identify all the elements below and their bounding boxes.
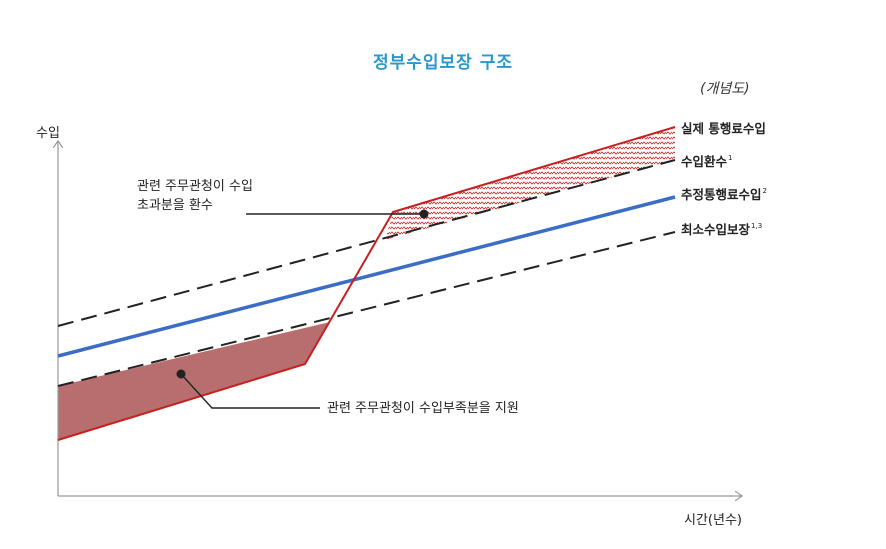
minimum-guarantee-line bbox=[57, 231, 676, 387]
estimated-revenue-label-text: 추정통행료수입 bbox=[681, 187, 762, 202]
y-axis-label: 수입 bbox=[36, 126, 60, 141]
actual-revenue-line bbox=[57, 126, 676, 441]
diagram-title: 정부수입보장 구조 bbox=[372, 53, 514, 73]
shortfall-leader-dot bbox=[176, 369, 186, 379]
shortfall-area bbox=[58, 322, 330, 440]
estimated-revenue-label: 추정통행료수입2 bbox=[681, 184, 767, 203]
estimated-revenue-line bbox=[57, 195, 676, 358]
minimum-guarantee-label-text: 최소수입보장 bbox=[681, 222, 751, 237]
estimated-footnote: 2 bbox=[762, 187, 767, 195]
excess-leader-dot bbox=[419, 209, 429, 219]
excess-hatch-area bbox=[385, 127, 675, 240]
shortfall-annotation: 관련 주무관청이 수입부족분을 지원 bbox=[327, 401, 519, 416]
x-axis-label: 시간(년수) bbox=[684, 513, 742, 528]
excess-annotation: 관련 주무관청이 수입 초과분을 환수 bbox=[137, 177, 253, 215]
excess-annotation-line1: 관련 주무관청이 수입 bbox=[137, 179, 253, 194]
shortfall-leader-line bbox=[180, 373, 320, 409]
redemption-label: 수입환수1 bbox=[681, 151, 732, 170]
redemption-footnote: 1 bbox=[728, 154, 733, 162]
minimum-footnote: 1,3 bbox=[751, 222, 763, 230]
redemption-label-text: 수입환수 bbox=[681, 154, 728, 169]
excess-annotation-line2: 초과분을 환수 bbox=[137, 198, 213, 213]
minimum-guarantee-label: 최소수입보장1,3 bbox=[681, 219, 762, 238]
concept-note: (개념도) bbox=[700, 81, 750, 97]
actual-revenue-label: 실제 통행료수입 bbox=[681, 121, 766, 136]
redemption-threshold-line bbox=[57, 159, 676, 327]
